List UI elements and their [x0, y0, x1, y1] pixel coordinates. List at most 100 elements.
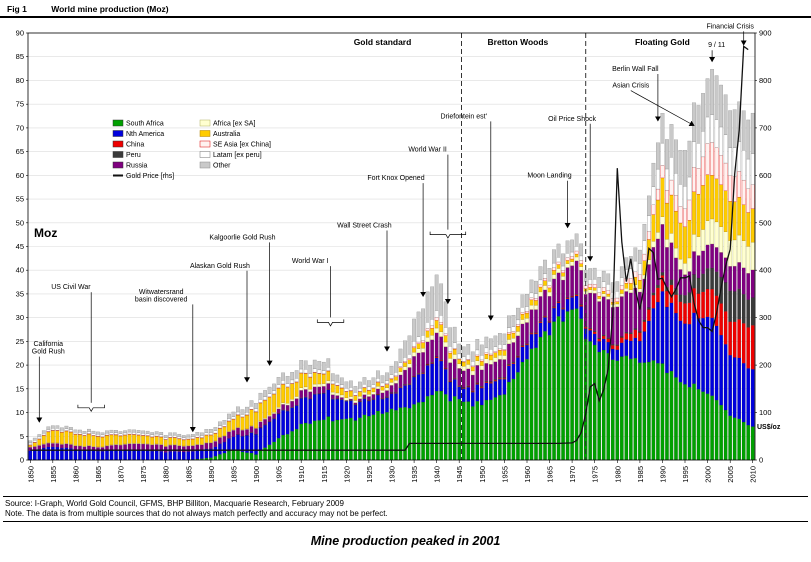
note-line: Note. The data is from multiple sources … [5, 509, 388, 518]
svg-text:1945: 1945 [455, 466, 464, 483]
svg-text:1900: 1900 [252, 466, 261, 483]
svg-text:15: 15 [16, 384, 24, 393]
svg-text:1950: 1950 [478, 466, 487, 483]
svg-text:California: California [34, 341, 64, 348]
fig-label: Fig 1 [7, 4, 27, 14]
svg-text:Wall Street Crash: Wall Street Crash [337, 223, 392, 230]
svg-text:1870: 1870 [117, 466, 126, 483]
svg-text:World War I: World War I [292, 258, 329, 265]
svg-text:200: 200 [759, 361, 772, 370]
svg-text:1965: 1965 [546, 466, 555, 483]
svg-text:1960: 1960 [523, 466, 532, 483]
svg-text:Kalgoorlie Gold Rush: Kalgoorlie Gold Rush [209, 234, 275, 241]
svg-text:China: China [126, 142, 144, 149]
svg-text:65: 65 [16, 147, 24, 156]
svg-text:35: 35 [16, 289, 24, 298]
svg-text:9 / 11: 9 / 11 [708, 42, 725, 49]
svg-text:1890: 1890 [207, 466, 216, 483]
svg-text:SE Asia [ex China]: SE Asia [ex China] [213, 142, 271, 149]
svg-text:Russia: Russia [126, 163, 148, 170]
mine-production-chart: 0510152025303540455055606570758085900100… [16, 23, 781, 483]
svg-text:5: 5 [20, 432, 24, 441]
svg-text:900: 900 [759, 29, 772, 38]
svg-text:1850: 1850 [26, 466, 35, 483]
svg-text:1895: 1895 [230, 466, 239, 483]
svg-text:1855: 1855 [49, 466, 58, 483]
svg-text:1885: 1885 [184, 466, 193, 483]
svg-text:Peru: Peru [126, 152, 141, 159]
svg-text:US Civil War: US Civil War [51, 284, 91, 291]
svg-text:basin discovered: basin discovered [135, 296, 188, 303]
svg-text:600: 600 [759, 171, 772, 180]
svg-text:10: 10 [16, 408, 24, 417]
svg-text:Fort Knox Opened: Fort Knox Opened [367, 175, 424, 182]
svg-text:1980: 1980 [613, 466, 622, 483]
svg-text:2000: 2000 [704, 466, 713, 483]
period-dividers [461, 33, 587, 460]
svg-text:70: 70 [16, 123, 24, 132]
svg-text:Nth America: Nth America [126, 131, 164, 138]
svg-text:80: 80 [16, 76, 24, 85]
svg-text:50: 50 [16, 218, 24, 227]
svg-text:60: 60 [16, 171, 24, 180]
svg-text:Bretton Woods: Bretton Woods [488, 37, 549, 47]
svg-text:1995: 1995 [681, 466, 690, 483]
svg-text:75: 75 [16, 100, 24, 109]
source-line: Source: I-Graph, World Gold Council, GFM… [5, 499, 344, 508]
svg-text:Latam [ex peru]: Latam [ex peru] [213, 152, 262, 159]
svg-text:Oil Price Shock: Oil Price Shock [548, 116, 596, 123]
svg-text:1940: 1940 [433, 466, 442, 483]
axes: 0510152025303540455055606570758085900100… [16, 29, 772, 483]
svg-text:1935: 1935 [410, 466, 419, 483]
svg-text:85: 85 [16, 52, 24, 61]
svg-text:300: 300 [759, 313, 772, 322]
legend: South Africa Nth America China Peru Russia Go… [112, 119, 271, 180]
gold-price-line [30, 45, 749, 451]
svg-text:25: 25 [16, 337, 24, 346]
svg-text:2010: 2010 [749, 466, 758, 483]
svg-text:1905: 1905 [275, 466, 284, 483]
figure-caption: Mine production peaked in 2001 [310, 534, 501, 548]
svg-text:Witwatersrand: Witwatersrand [139, 289, 184, 296]
svg-text:Financial Crisis: Financial Crisis [706, 23, 754, 30]
svg-text:1990: 1990 [658, 466, 667, 483]
svg-text:Asian Crisis: Asian Crisis [612, 83, 649, 90]
svg-text:400: 400 [759, 266, 772, 275]
svg-text:1920: 1920 [342, 466, 351, 483]
svg-text:Australia: Australia [213, 131, 240, 138]
svg-text:1910: 1910 [297, 466, 306, 483]
svg-text:South Africa: South Africa [126, 121, 164, 128]
svg-text:Moon Landing: Moon Landing [527, 173, 571, 180]
svg-text:90: 90 [16, 29, 24, 38]
figure-title: World mine production (Moz) [51, 4, 169, 14]
stacked-bars [28, 69, 755, 461]
svg-text:1875: 1875 [139, 466, 148, 483]
svg-text:20: 20 [16, 361, 24, 370]
svg-text:800: 800 [759, 76, 772, 85]
svg-text:Berlin Wall Fall: Berlin Wall Fall [612, 66, 659, 73]
svg-text:500: 500 [759, 218, 772, 227]
svg-text:1970: 1970 [568, 466, 577, 483]
svg-text:1985: 1985 [636, 466, 645, 483]
svg-text:World War II: World War II [408, 147, 447, 154]
svg-text:1865: 1865 [94, 466, 103, 483]
left-axis-unit-label: Moz [34, 226, 57, 240]
svg-text:1925: 1925 [365, 466, 374, 483]
svg-text:0: 0 [20, 456, 24, 465]
svg-text:45: 45 [16, 242, 24, 251]
svg-text:55: 55 [16, 195, 24, 204]
svg-text:Gold Price [rhs]: Gold Price [rhs] [126, 173, 174, 180]
svg-text:1915: 1915 [320, 466, 329, 483]
svg-text:Driefontein est': Driefontein est' [440, 113, 486, 120]
svg-text:30: 30 [16, 313, 24, 322]
svg-text:1880: 1880 [162, 466, 171, 483]
right-axis-unit-label: US$/oz [757, 424, 781, 431]
svg-text:Floating Gold: Floating Gold [635, 37, 690, 47]
svg-text:Alaskan Gold Rush: Alaskan Gold Rush [190, 263, 250, 270]
svg-text:40: 40 [16, 266, 24, 275]
source-note-block: Source: I-Graph, World Gold Council, GFM… [3, 496, 808, 522]
svg-text:Africa [ex SA]: Africa [ex SA] [213, 121, 255, 128]
svg-text:1955: 1955 [500, 466, 509, 483]
